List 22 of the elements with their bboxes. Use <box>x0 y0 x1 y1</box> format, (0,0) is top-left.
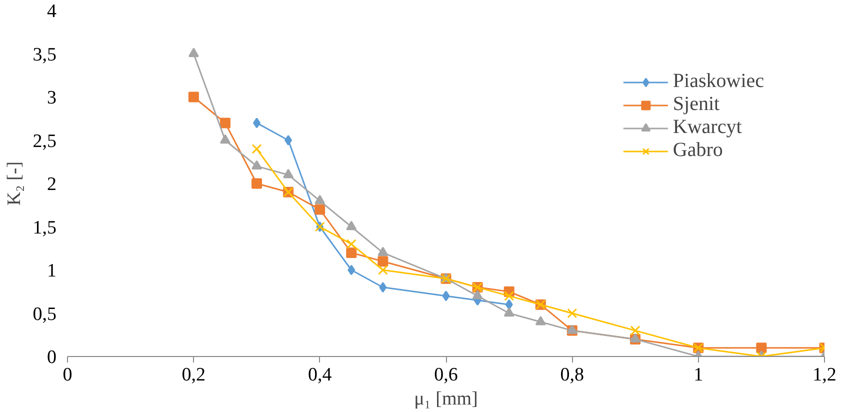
y-tick-label: 1,5 <box>32 217 56 238</box>
x-tick-label: 0 <box>62 364 72 386</box>
legend-label: Gabro <box>672 139 723 162</box>
y-tick-label: 0,5 <box>32 304 56 325</box>
x-tick-label: 0,8 <box>560 364 584 386</box>
x-tick-label: 1 <box>694 364 704 386</box>
x-tick-label: 0,6 <box>434 364 458 386</box>
y-tick-label: 3,5 <box>32 44 56 66</box>
x-tick-label: 1,2 <box>812 364 836 386</box>
y-tick-label: 2,5 <box>32 130 56 152</box>
y-tick-label: 2 <box>47 174 56 195</box>
legend-label: Piaskowiec <box>672 70 764 93</box>
x-axis-title: μ₁ [mm] <box>414 388 478 410</box>
legend-label: Sjenit <box>672 93 720 116</box>
y-tick-label: 3 <box>47 88 56 108</box>
y-tick-label: 0 <box>47 347 56 368</box>
legend-label: Kwarcyt <box>672 116 742 139</box>
x-tick-label: 0,2 <box>182 364 206 386</box>
y-tick-label: 4 <box>47 1 57 22</box>
y-axis-title: K₂ [-] <box>4 161 25 206</box>
x-tick-label: 0,4 <box>308 364 332 386</box>
y-tick-label: 1 <box>47 260 56 282</box>
